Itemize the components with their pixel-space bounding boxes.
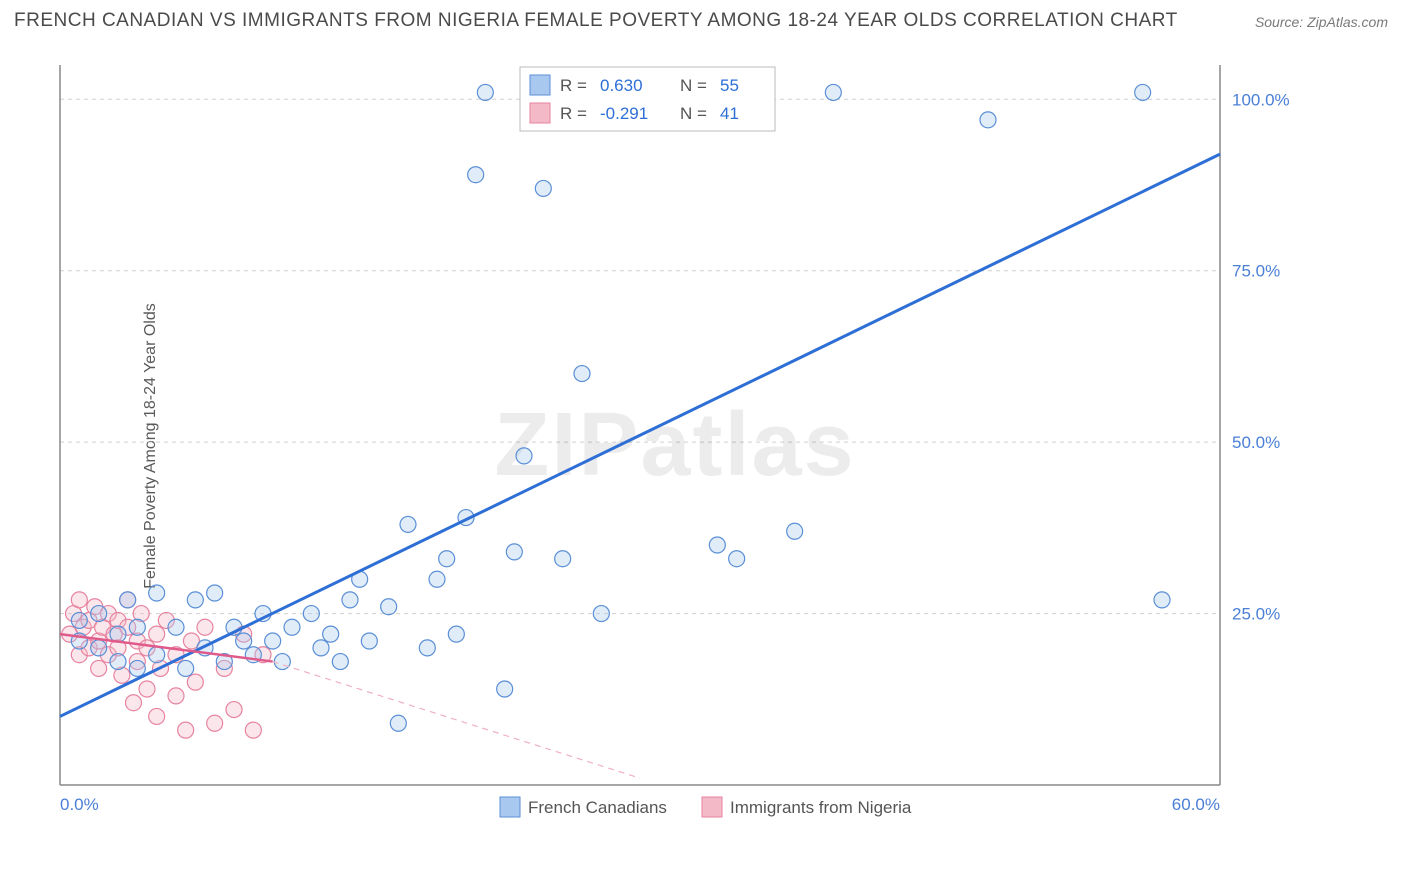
data-point-series1 (468, 167, 484, 183)
data-point-series1 (110, 654, 126, 670)
data-point-series1 (709, 537, 725, 553)
data-point-series2 (149, 626, 165, 642)
data-point-series1 (1135, 84, 1151, 100)
data-point-series1 (323, 626, 339, 642)
data-point-series2 (245, 722, 261, 738)
stats-swatch (530, 103, 550, 123)
data-point-series2 (178, 722, 194, 738)
trendline-series1 (60, 154, 1220, 716)
data-point-series1 (419, 640, 435, 656)
data-point-series1 (91, 606, 107, 622)
data-point-series1 (207, 585, 223, 601)
data-point-series2 (197, 619, 213, 635)
data-point-series1 (178, 660, 194, 676)
stats-r-label: R = (560, 76, 587, 95)
data-point-series1 (506, 544, 522, 560)
stats-n-label: N = (680, 104, 707, 123)
data-point-series1 (400, 516, 416, 532)
data-point-series1 (535, 180, 551, 196)
data-point-series2 (207, 715, 223, 731)
y-tick-label: 50.0% (1232, 433, 1280, 452)
data-point-series1 (129, 660, 145, 676)
y-tick-label: 100.0% (1232, 90, 1290, 109)
data-point-series1 (149, 647, 165, 663)
stats-r-label: R = (560, 104, 587, 123)
x-tick-label: 60.0% (1172, 795, 1220, 814)
data-point-series2 (71, 592, 87, 608)
data-point-series2 (226, 702, 242, 718)
data-point-series1 (332, 654, 348, 670)
data-point-series1 (787, 523, 803, 539)
stats-n-value: 55 (720, 76, 739, 95)
data-point-series1 (120, 592, 136, 608)
data-point-series2 (149, 708, 165, 724)
data-point-series1 (187, 592, 203, 608)
data-point-series1 (313, 640, 329, 656)
stats-n-label: N = (680, 76, 707, 95)
legend-swatch (500, 797, 520, 817)
data-point-series2 (187, 674, 203, 690)
stats-r-value: -0.291 (600, 104, 648, 123)
data-point-series1 (168, 619, 184, 635)
data-point-series1 (574, 366, 590, 382)
data-point-series2 (168, 688, 184, 704)
data-point-series1 (381, 599, 397, 615)
source-label: Source: ZipAtlas.com (1255, 14, 1388, 30)
data-point-series2 (125, 695, 141, 711)
stats-r-value: 0.630 (600, 76, 643, 95)
data-point-series1 (361, 633, 377, 649)
data-point-series1 (729, 551, 745, 567)
data-point-series1 (477, 84, 493, 100)
data-point-series1 (448, 626, 464, 642)
data-point-series1 (91, 640, 107, 656)
stats-swatch (530, 75, 550, 95)
data-point-series1 (1154, 592, 1170, 608)
data-point-series1 (303, 606, 319, 622)
data-point-series2 (91, 660, 107, 676)
trendline-series2-extrapolation (273, 662, 640, 779)
data-point-series1 (980, 112, 996, 128)
data-point-series1 (439, 551, 455, 567)
data-point-series2 (139, 681, 155, 697)
data-point-series1 (71, 612, 87, 628)
data-point-series1 (825, 84, 841, 100)
data-point-series1 (236, 633, 252, 649)
y-tick-label: 25.0% (1232, 605, 1280, 624)
data-point-series1 (593, 606, 609, 622)
data-point-series1 (274, 654, 290, 670)
data-point-series1 (516, 448, 532, 464)
legend-label: Immigrants from Nigeria (730, 798, 912, 817)
chart-title: FRENCH CANADIAN VS IMMIGRANTS FROM NIGER… (14, 10, 1178, 32)
data-point-series1 (149, 585, 165, 601)
stats-n-value: 41 (720, 104, 739, 123)
data-point-series1 (284, 619, 300, 635)
data-point-series1 (390, 715, 406, 731)
data-point-series1 (429, 571, 445, 587)
data-point-series1 (129, 619, 145, 635)
data-point-series1 (342, 592, 358, 608)
scatter-plot: ZIPatlas R =0.630N =55R =-0.291N =41 25.… (50, 55, 1300, 825)
legend-swatch (702, 797, 722, 817)
plot-svg: ZIPatlas R =0.630N =55R =-0.291N =41 25.… (50, 55, 1300, 825)
x-tick-label: 0.0% (60, 795, 99, 814)
y-tick-label: 75.0% (1232, 262, 1280, 281)
legend-label: French Canadians (528, 798, 667, 817)
data-point-series1 (497, 681, 513, 697)
data-point-series1 (555, 551, 571, 567)
data-point-series1 (265, 633, 281, 649)
